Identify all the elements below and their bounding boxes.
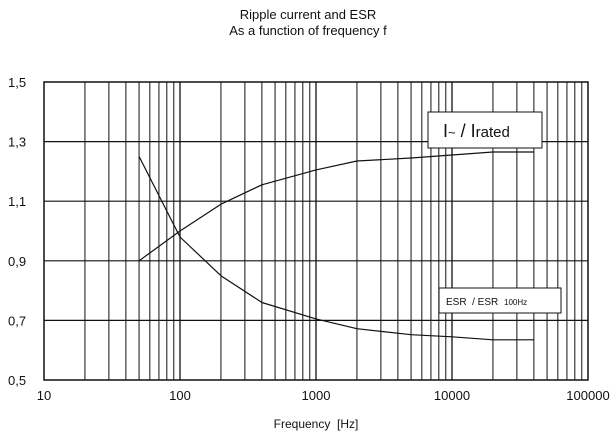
x-tick-label: 100 [169, 388, 191, 403]
chart-subtitle: As a function of frequency f [229, 23, 387, 38]
x-tick-label: 10 [37, 388, 51, 403]
series-line-ripple [138, 151, 534, 262]
plot-frame [43, 81, 589, 381]
y-tick-label: 0,5 [8, 373, 26, 388]
legend-box-ripple [427, 111, 543, 149]
y-tick-label: 1,1 [8, 194, 26, 209]
x-tick-label: 1000 [302, 388, 331, 403]
x-tick-label: 10000 [434, 388, 470, 403]
series-line-esr [138, 156, 534, 341]
y-tick-label: 0,9 [8, 254, 26, 269]
legend: I~ / Irated ESR / ESR 100Hz [427, 111, 562, 314]
y-tick-label: 1,5 [8, 75, 26, 90]
grid [44, 82, 588, 380]
legend-box-esr [438, 287, 562, 314]
x-axis-label: Frequency [Hz] [274, 417, 359, 431]
x-tick-label: 100000 [566, 388, 609, 403]
y-axis-ticks: 0,5 0,7 0,9 1,1 1,3 1,5 [8, 75, 26, 388]
legend-label-esr: ESR / ESR 100Hz [446, 297, 527, 308]
y-tick-label: 0,7 [8, 313, 26, 328]
curves [138, 151, 534, 341]
y-tick-label: 1,3 [8, 135, 26, 150]
chart-title: Ripple current and ESR [239, 7, 377, 22]
legend-label-ripple: I~ / Irated [443, 121, 510, 141]
x-axis-ticks: 10 100 1000 10000 100000 [37, 388, 610, 403]
